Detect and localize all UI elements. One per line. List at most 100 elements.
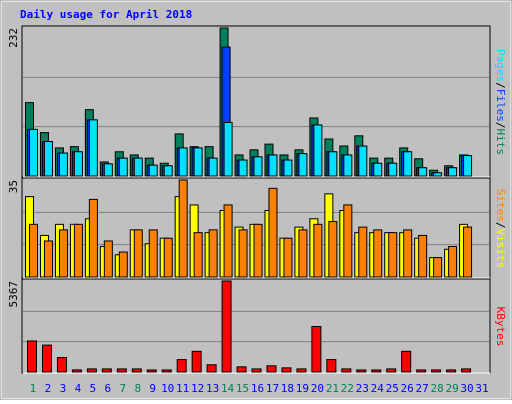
bar — [388, 162, 398, 177]
y-tick-label: 232 — [7, 28, 20, 48]
bar — [103, 163, 113, 177]
x-tick-label: 28 — [430, 382, 443, 395]
bar — [176, 359, 187, 373]
x-tick-label: 15 — [236, 382, 249, 395]
legend-entry: Sites — [494, 189, 507, 222]
legend-separator: / — [494, 122, 507, 129]
x-tick-label: 30 — [460, 382, 473, 395]
legend: Pages/Files/Hits — [494, 49, 507, 155]
bar — [41, 344, 52, 373]
bar — [133, 229, 143, 278]
bar — [283, 237, 293, 278]
bar — [146, 369, 157, 373]
x-tick-label: 27 — [416, 382, 429, 395]
x-tick-label: 2 — [45, 382, 52, 395]
bar — [208, 157, 218, 177]
bar — [133, 157, 143, 177]
bar — [251, 368, 262, 373]
bar — [223, 204, 233, 278]
x-tick-label: 8 — [134, 382, 141, 395]
legend: KBytes — [494, 307, 507, 347]
bar — [403, 229, 413, 278]
bar — [358, 226, 368, 278]
bar — [236, 366, 247, 373]
bar — [58, 152, 68, 177]
legend-separator: / — [494, 222, 507, 229]
bar — [268, 187, 278, 278]
bar — [358, 145, 368, 177]
bar — [71, 369, 82, 373]
bar — [328, 151, 338, 177]
bar — [388, 232, 398, 278]
bar — [418, 167, 428, 177]
bar — [326, 359, 337, 373]
bar — [463, 226, 473, 278]
x-tick-label: 29 — [445, 382, 458, 395]
x-tick-label: 11 — [176, 382, 189, 395]
x-tick-label: 25 — [386, 382, 399, 395]
bar — [29, 223, 38, 278]
bar — [118, 251, 128, 278]
bar — [281, 367, 292, 373]
bar — [341, 368, 352, 373]
bar — [73, 223, 83, 278]
plot-area — [21, 278, 491, 374]
x-tick-label: 14 — [221, 382, 235, 395]
x-tick-label: 19 — [296, 382, 309, 395]
bar — [371, 369, 382, 373]
x-tick-label: 3 — [60, 382, 67, 395]
bar — [193, 232, 203, 278]
bar — [56, 357, 67, 373]
bar — [343, 154, 353, 177]
legend: Sites/Visits — [494, 189, 507, 269]
bar — [373, 162, 383, 177]
x-tick-label: 10 — [161, 382, 174, 395]
x-tick-label: 1 — [30, 382, 37, 395]
x-tick-label: 16 — [251, 382, 264, 395]
bar — [88, 119, 98, 177]
bar — [208, 229, 218, 278]
x-tick-label: 7 — [119, 382, 126, 395]
x-tick-label: 13 — [206, 382, 219, 395]
bar — [118, 157, 128, 177]
bar — [116, 368, 127, 373]
x-tick-label: 22 — [341, 382, 354, 395]
bar — [178, 147, 188, 177]
bar — [238, 159, 248, 177]
bar — [448, 246, 458, 278]
bar — [206, 364, 217, 373]
bar — [193, 147, 203, 177]
x-tick-label: 5 — [90, 382, 97, 395]
bar — [101, 368, 112, 373]
bar — [223, 121, 233, 177]
bar — [148, 164, 158, 177]
x-tick-label: 23 — [356, 382, 369, 395]
x-tick-label: 17 — [266, 382, 279, 395]
bar — [266, 365, 277, 373]
bar — [433, 172, 443, 177]
x-tick-label: 21 — [326, 382, 339, 395]
y-tick-label: 35 — [7, 180, 20, 193]
legend-entry: Hits — [494, 129, 507, 156]
x-tick-label: 26 — [401, 382, 414, 395]
bar — [401, 350, 412, 373]
bar — [148, 229, 158, 278]
bar — [431, 369, 442, 373]
y-tick-label: 5367 — [7, 281, 20, 308]
x-tick-label: 9 — [149, 382, 156, 395]
bar — [238, 229, 248, 278]
x-tick-label: 24 — [371, 382, 385, 395]
bar — [386, 368, 397, 373]
x-tick-label: 12 — [191, 382, 204, 395]
bar — [343, 204, 353, 278]
bar — [43, 240, 53, 278]
x-tick-label: 20 — [311, 382, 324, 395]
bar — [313, 223, 323, 278]
bar — [191, 350, 202, 373]
bar — [403, 151, 413, 177]
legend-entry: KBytes — [494, 307, 507, 347]
bar — [298, 229, 308, 278]
